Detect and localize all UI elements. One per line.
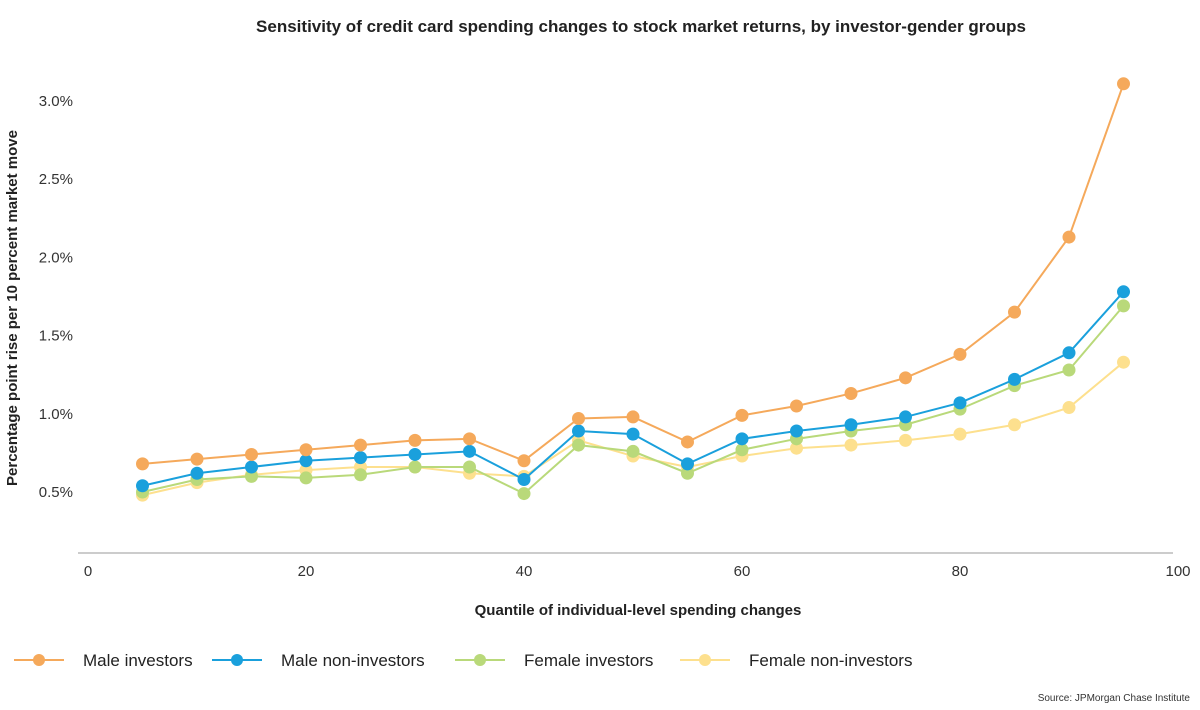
- data-point: [1062, 363, 1076, 377]
- data-point: [245, 460, 258, 474]
- legend-item: Female investors: [455, 651, 653, 670]
- y-tick-label: 0.5%: [39, 484, 73, 501]
- data-point: [517, 472, 531, 486]
- data-point: [245, 469, 258, 483]
- y-tick-label: 3.0%: [39, 93, 73, 110]
- data-point: [626, 427, 640, 441]
- data-point: [1117, 285, 1130, 299]
- data-point: [354, 468, 367, 482]
- x-tick-label: 80: [952, 563, 969, 580]
- y-tick-label: 2.5%: [39, 171, 73, 188]
- legend-label: Male investors: [83, 651, 193, 670]
- x-axis-ticks: 0 20 40 60 80 100: [84, 563, 1191, 580]
- y-axis-label: Percentage point rise per 10 percent mar…: [4, 130, 21, 486]
- data-point: [408, 433, 422, 447]
- data-point: [1117, 77, 1130, 91]
- data-point: [735, 432, 749, 446]
- y-tick-label: 2.0%: [39, 249, 73, 266]
- data-point: [190, 452, 204, 466]
- data-point: [1008, 305, 1021, 319]
- data-point: [899, 410, 912, 424]
- data-point: [681, 457, 694, 471]
- series-female-investors: [136, 299, 1130, 501]
- x-axis-label: Quantile of individual-level spending ch…: [475, 602, 802, 619]
- data-point: [1062, 346, 1076, 360]
- legend: Male investors Male non-investors Female i…: [14, 651, 912, 670]
- legend-swatch-marker: [474, 654, 486, 666]
- data-point: [1062, 401, 1076, 415]
- legend-swatch-marker: [699, 654, 711, 666]
- y-tick-label: 1.0%: [39, 406, 73, 423]
- data-point: [1117, 299, 1130, 313]
- data-point: [354, 438, 367, 452]
- data-point: [463, 460, 476, 474]
- legend-swatch-marker: [231, 654, 243, 666]
- legend-swatch-marker: [33, 654, 45, 666]
- y-axis-ticks: 0.5% 1.0% 1.5% 2.0% 2.5% 3.0%: [39, 93, 73, 501]
- data-point: [626, 444, 640, 458]
- data-point: [354, 451, 367, 465]
- legend-label: Male non-investors: [281, 651, 425, 670]
- series-male-non-investors: [136, 285, 1130, 493]
- data-point: [572, 411, 585, 425]
- x-tick-label: 60: [734, 563, 751, 580]
- legend-label: Female non-investors: [749, 651, 912, 670]
- data-point: [1062, 230, 1076, 244]
- series-line: [142, 305, 1125, 495]
- data-point: [790, 399, 803, 413]
- data-point: [681, 466, 694, 480]
- data-point: [463, 444, 476, 458]
- data-point: [899, 371, 912, 385]
- data-point: [572, 438, 585, 452]
- data-point: [299, 443, 313, 457]
- x-tick-label: 20: [298, 563, 315, 580]
- data-point: [844, 386, 858, 400]
- chart-title: Sensitivity of credit card spending chan…: [256, 17, 1026, 36]
- y-tick-label: 1.5%: [39, 328, 73, 345]
- data-point: [1008, 372, 1021, 386]
- series-male-investors: [136, 77, 1130, 471]
- data-point: [517, 454, 531, 468]
- data-point: [299, 471, 313, 485]
- data-point: [953, 427, 967, 441]
- data-point: [735, 408, 749, 422]
- data-point: [1008, 418, 1021, 432]
- data-point: [572, 424, 585, 438]
- data-point: [299, 454, 313, 468]
- data-point: [844, 438, 858, 452]
- x-tick-label: 40: [516, 563, 533, 580]
- legend-item: Female non-investors: [680, 651, 912, 670]
- source-note: Source: JPMorgan Chase Institute: [1038, 693, 1191, 704]
- data-point: [1117, 355, 1130, 369]
- legend-item: Male non-investors: [212, 651, 425, 670]
- data-point: [844, 418, 858, 432]
- x-tick-label: 0: [84, 563, 92, 580]
- x-tick-label: 100: [1165, 563, 1190, 580]
- plot-area: [136, 77, 1130, 502]
- data-point: [953, 347, 967, 361]
- data-point: [790, 441, 803, 455]
- data-point: [626, 410, 640, 424]
- data-point: [408, 447, 422, 461]
- data-point: [463, 432, 476, 446]
- data-point: [408, 460, 422, 474]
- data-point: [790, 424, 803, 438]
- data-point: [136, 479, 149, 493]
- data-point: [136, 457, 149, 471]
- data-point: [899, 433, 912, 447]
- data-point: [517, 487, 531, 501]
- data-point: [953, 396, 967, 410]
- data-point: [681, 435, 694, 449]
- data-point: [190, 466, 204, 480]
- data-point: [245, 447, 258, 461]
- data-point: [735, 443, 749, 457]
- legend-item: Male investors: [14, 651, 193, 670]
- legend-label: Female investors: [524, 651, 653, 670]
- series-line: [142, 83, 1125, 465]
